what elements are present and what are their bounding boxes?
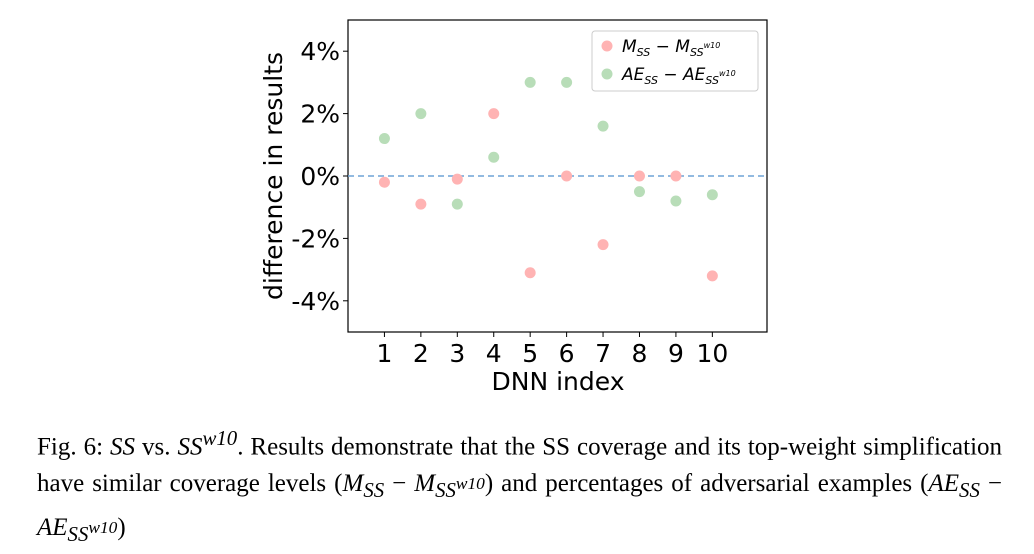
caption-m2-sub: SS: [435, 478, 456, 503]
legend-marker: [601, 40, 613, 52]
x-tick-label: 7: [595, 339, 611, 368]
caption-m: M: [342, 470, 364, 498]
caption-m-sub: SS: [363, 478, 385, 503]
figure-caption: Fig. 6: SS vs. SSw10. Results demonstrat…: [37, 420, 1002, 553]
data-point: [524, 267, 536, 279]
caption-minus-2: −: [979, 470, 1002, 498]
data-point: [597, 239, 609, 251]
data-point: [415, 108, 427, 120]
caption-minus-1: −: [384, 470, 415, 498]
y-tick-label: -4%: [291, 287, 340, 316]
caption-ae2: AE: [37, 514, 68, 542]
y-tick-label: 2%: [300, 100, 340, 129]
data-point: [451, 198, 463, 210]
data-point: [415, 198, 427, 210]
x-tick-label: 5: [522, 339, 538, 368]
y-tick-labels: -4% -2% 0% 2% 4%: [291, 37, 348, 316]
caption-text-1: . Results demonstrate that the SS covera…: [37, 433, 1003, 498]
data-point: [378, 176, 390, 188]
x-tick-label: 2: [413, 339, 429, 368]
x-tick-label: 9: [668, 339, 684, 368]
x-tick-label: 8: [632, 339, 648, 368]
caption-ae: AE: [928, 470, 960, 498]
caption-ss-w10-sup: w10: [202, 426, 238, 450]
x-axis-label: DNN index: [492, 367, 625, 396]
caption-fig-label: Fig. 6:: [37, 433, 111, 461]
x-tick-label: 4: [486, 339, 502, 368]
caption-m2-sup: w10: [455, 474, 485, 494]
x-tick-label: 1: [376, 339, 392, 368]
caption-ss: SS: [110, 433, 136, 461]
data-point: [488, 108, 500, 120]
data-point: [378, 133, 390, 145]
y-tick-label: 0%: [300, 162, 340, 191]
legend-entry: AESS − AESSw10: [621, 65, 736, 87]
scatter-chart: 1 2 3 4 5 6 7 8 9 10 -4% -2% 0% 2% 4% DNN index diffe…: [259, 19, 768, 396]
data-point: [524, 76, 536, 88]
x-tick-label: 3: [449, 339, 465, 368]
data-point: [706, 270, 718, 282]
caption-ae2-sub: SS: [67, 522, 89, 547]
data-points: [378, 76, 718, 282]
legend-box: [591, 30, 759, 92]
legend-marker: [601, 68, 613, 80]
caption-ae2-sup: w10: [88, 518, 118, 538]
data-point: [633, 170, 645, 182]
legend-entry: MSS − MSSw10: [622, 37, 720, 59]
caption-ae-sub: SS: [959, 478, 980, 503]
caption-vs: vs.: [135, 433, 178, 461]
data-point: [670, 195, 682, 207]
data-point: [451, 173, 463, 185]
data-point: [488, 151, 500, 163]
caption-ss-w10: SS: [177, 433, 203, 461]
x-tick-label: 6: [559, 339, 575, 368]
caption-text-2: ) and percentages of adversarial example…: [484, 470, 929, 498]
caption-text-3: ): [117, 514, 126, 542]
data-point: [561, 170, 573, 182]
data-point: [670, 170, 682, 182]
legend: MSS − MSSw10 AESS − AESSw10: [591, 30, 759, 92]
data-point: [597, 120, 609, 132]
y-axis-label: difference in results: [259, 52, 288, 300]
caption-m2: M: [414, 470, 436, 498]
y-tick-label: 4%: [300, 37, 340, 66]
data-point: [706, 189, 718, 201]
x-tick-label: 10: [696, 339, 728, 368]
y-tick-label: -2%: [291, 224, 340, 253]
data-point: [633, 186, 645, 198]
data-point: [561, 76, 573, 88]
x-tick-labels: 1 2 3 4 5 6 7 8 9 10: [376, 332, 728, 368]
